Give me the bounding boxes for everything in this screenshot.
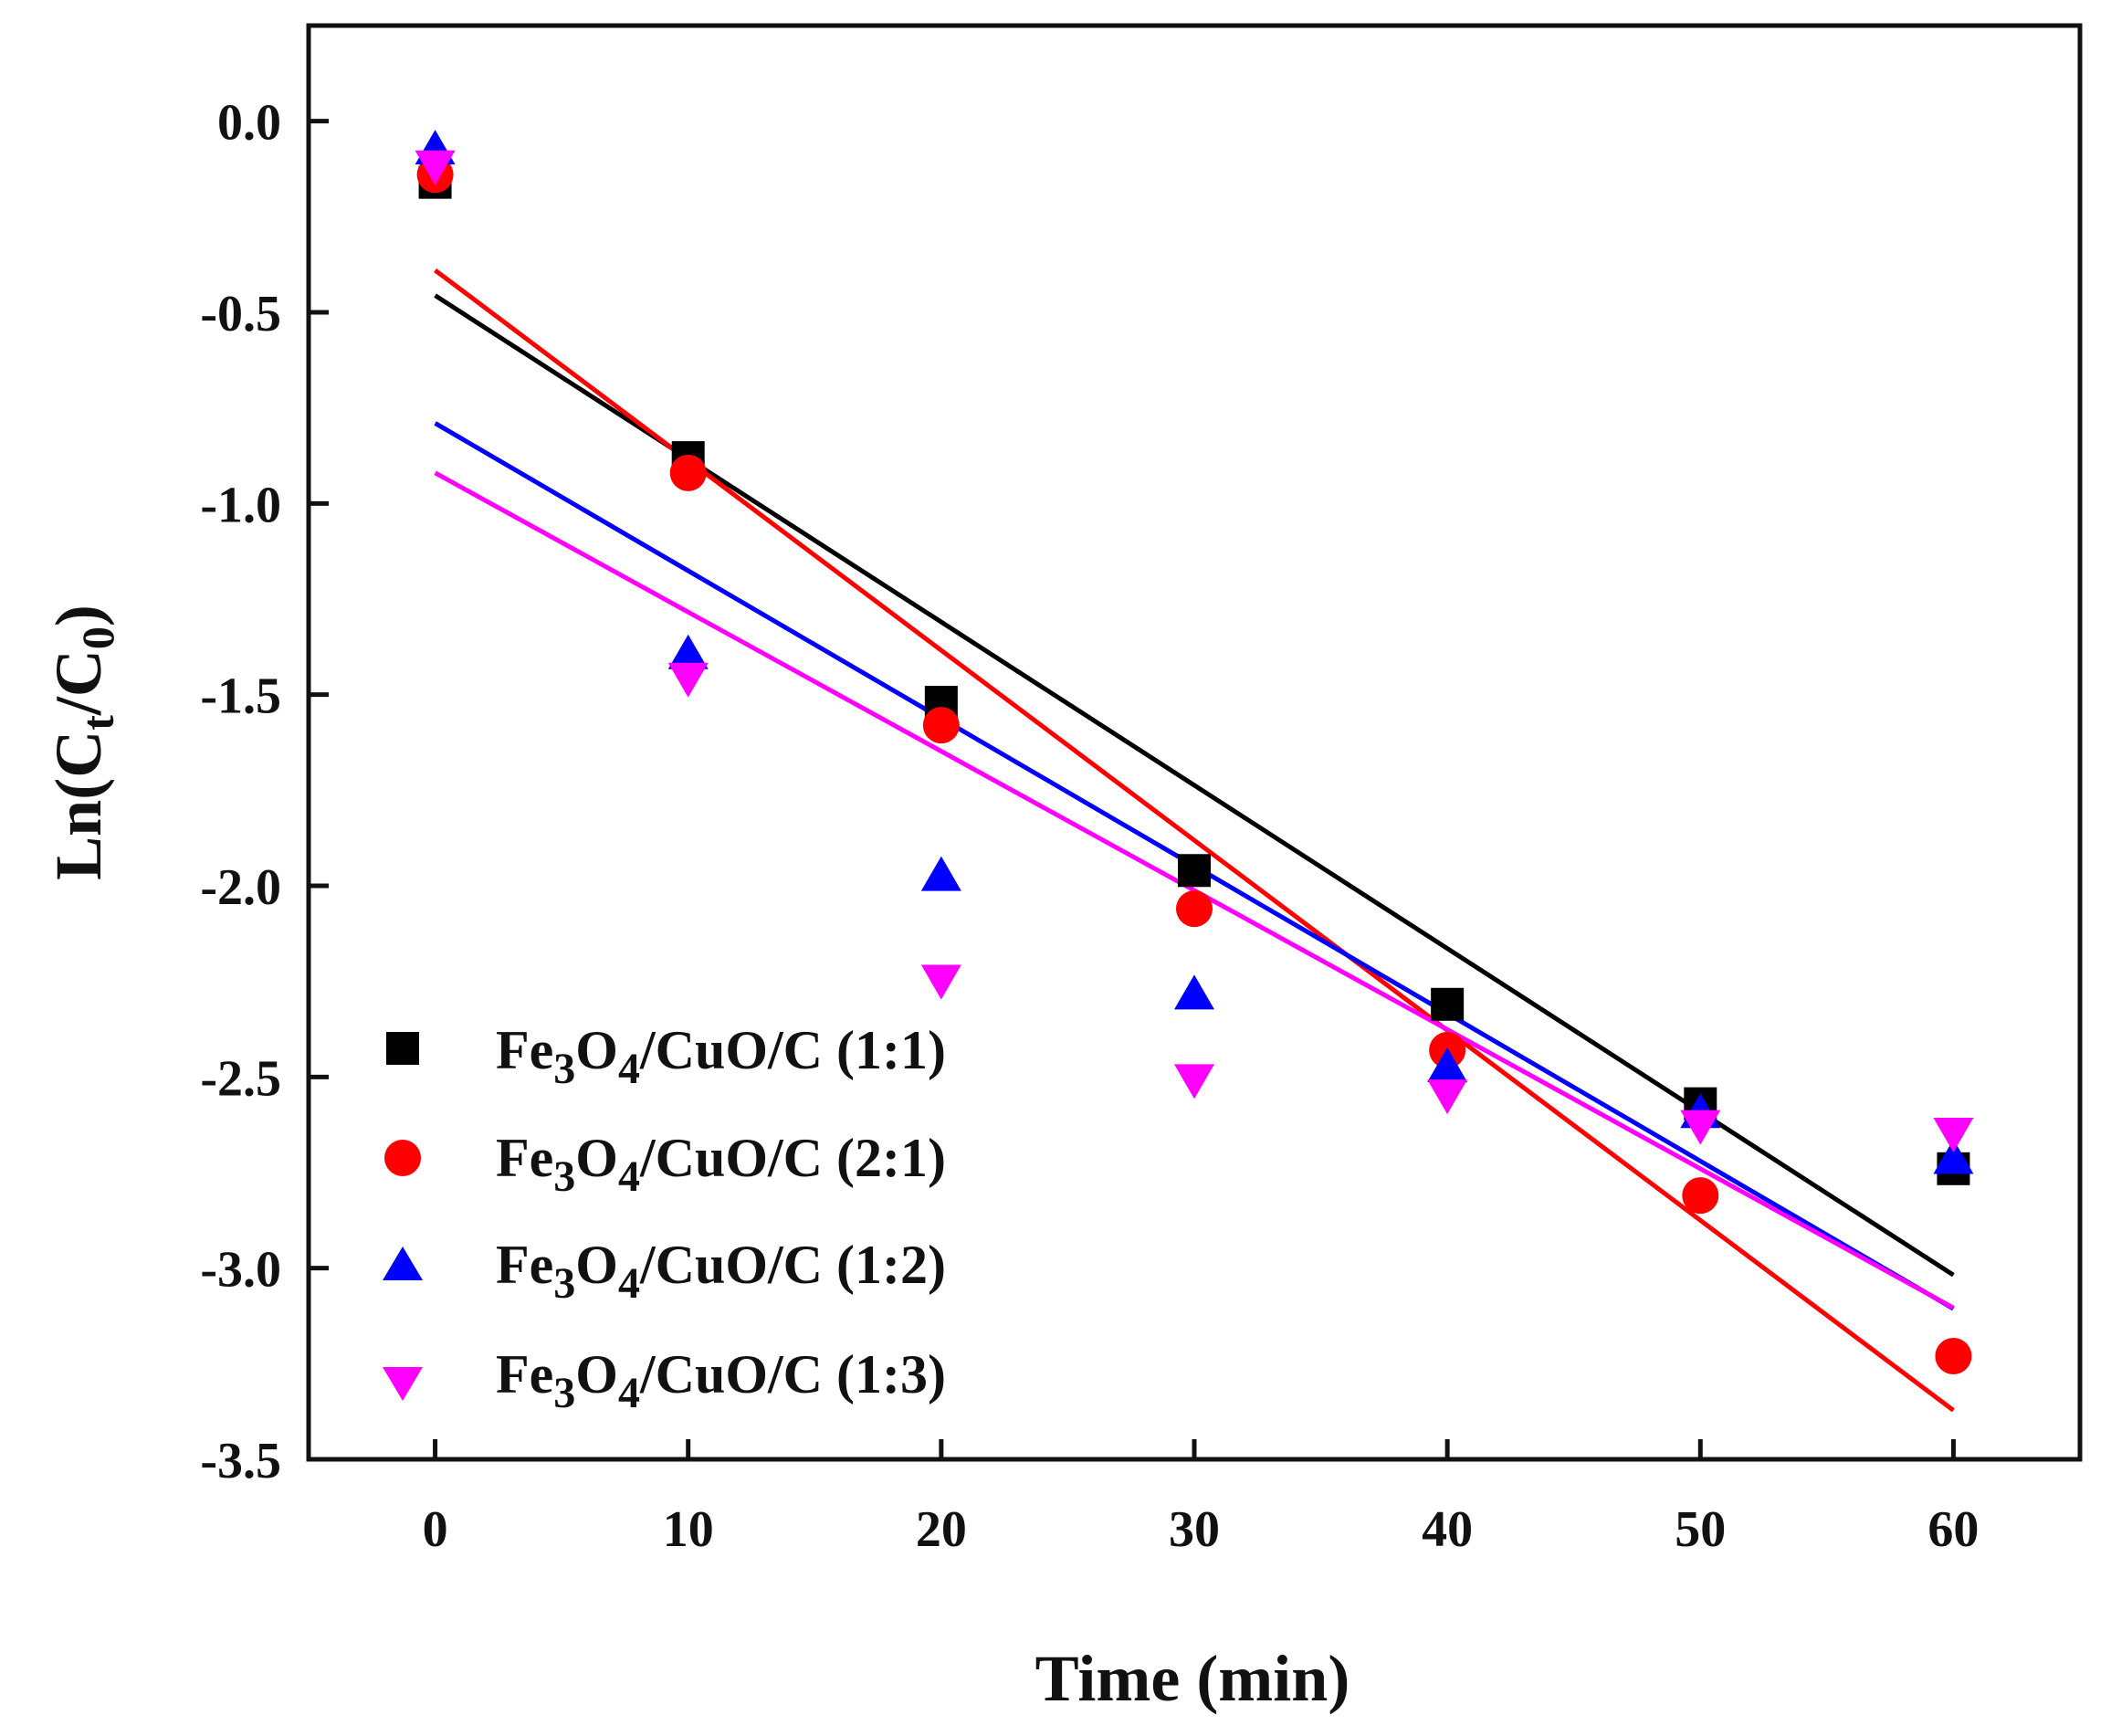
- y-tick-label-6: -3.0: [200, 1242, 281, 1299]
- x-tick-label-6: 60: [1927, 1501, 1979, 1558]
- point-s4-3: [1174, 1064, 1214, 1099]
- x-tick-label-2: 20: [916, 1501, 967, 1558]
- point-s4-6: [1933, 1117, 1974, 1152]
- x-tick-label-0: 0: [423, 1501, 448, 1558]
- y-tick-label-3: -1.5: [200, 668, 281, 725]
- point-s2-1: [669, 454, 707, 491]
- y-axis: 0.0 -0.5 -1.0 -1.5 -2.0 -2.5 -3.0 -3.5: [200, 95, 329, 1489]
- legend-label-1-2: Fe3O4/CuO/C (1:2): [496, 1235, 946, 1308]
- point-s3-4: [1427, 1047, 1468, 1082]
- legend-label-2-1: Fe3O4/CuO/C (2:1): [496, 1128, 946, 1201]
- y-tick-label-1: -0.5: [200, 286, 281, 342]
- x-tick-label-1: 10: [663, 1501, 714, 1558]
- x-axis-title: Time (min): [1035, 1642, 1350, 1715]
- legend-marker-1-1: [386, 1032, 419, 1065]
- y-tick-label-7: -3.5: [200, 1433, 281, 1489]
- data-points: [415, 130, 1974, 1374]
- fit-line-4: [434, 470, 1955, 1310]
- y-axis-title-sub-t: t: [72, 715, 123, 731]
- point-s3-1: [667, 634, 709, 669]
- x-tick-label-5: 50: [1675, 1501, 1726, 1558]
- point-s4-5: [1680, 1110, 1721, 1145]
- y-axis-title-main: Ln(C: [42, 731, 115, 880]
- legend-marker-1-3: [383, 1367, 423, 1401]
- y-axis-title-sub-0: 0: [72, 626, 123, 649]
- point-s3-3: [1174, 974, 1214, 1010]
- point-s4-1: [667, 662, 709, 698]
- legend: Fe3O4/CuO/C (1:1) Fe3O4/CuO/C (2:1) Fe3O…: [383, 1020, 946, 1417]
- point-s4-0: [415, 150, 456, 185]
- y-tick-label-0: 0.0: [217, 95, 281, 152]
- point-s1-4: [1431, 987, 1465, 1021]
- y-tick-label-5: -2.5: [200, 1050, 281, 1107]
- point-s1-3: [1178, 854, 1211, 888]
- legend-label-1-1: Fe3O4/CuO/C (1:1): [496, 1020, 946, 1093]
- x-tick-label-3: 30: [1169, 1501, 1220, 1558]
- y-axis-title-end: ): [42, 605, 115, 626]
- legend-marker-1-2: [383, 1247, 423, 1280]
- point-s4-4: [1427, 1079, 1468, 1115]
- point-s3-6: [1933, 1139, 1974, 1174]
- y-tick-label-4: -2.0: [200, 859, 281, 916]
- legend-label-1-3: Fe3O4/CuO/C (1:3): [496, 1344, 946, 1417]
- y-axis-title: Ln(Ct/C0): [42, 605, 123, 880]
- point-s4-2: [920, 964, 961, 1000]
- plot-frame: [306, 23, 2083, 1462]
- point-s2-5: [1682, 1177, 1719, 1215]
- point-s2-6: [1935, 1337, 1972, 1374]
- legend-marker-2-1: [384, 1140, 421, 1176]
- point-s2-3: [1176, 890, 1213, 928]
- point-s3-2: [920, 856, 961, 891]
- y-tick-label-2: -1.0: [200, 477, 281, 533]
- x-tick-label-4: 40: [1422, 1501, 1473, 1558]
- x-axis: 0 10 20 30 40 50 60: [423, 1439, 1979, 1558]
- y-axis-title-mid: /C: [42, 649, 115, 716]
- point-s2-2: [922, 707, 960, 744]
